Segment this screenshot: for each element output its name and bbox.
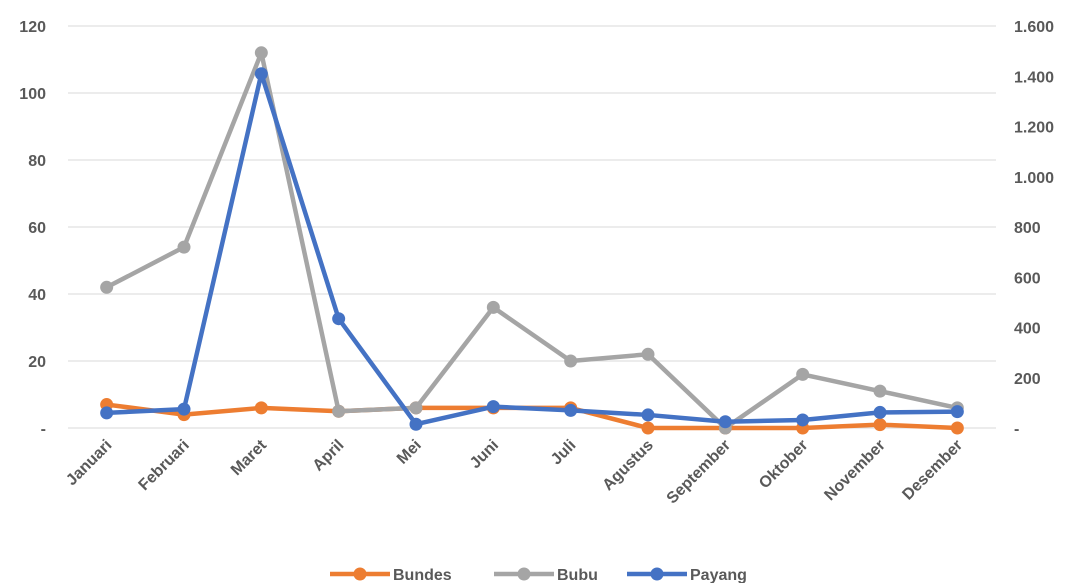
data-point-payang <box>564 403 578 417</box>
data-point-bundes <box>641 421 655 435</box>
left-tick-label: 120 <box>19 19 46 36</box>
x-tick-label: Desember <box>899 437 966 504</box>
data-point-bubu <box>873 384 887 398</box>
left-tick-label: 80 <box>28 153 46 170</box>
right-tick-label: 1.000 <box>1014 170 1054 187</box>
data-point-payang <box>100 406 114 420</box>
x-axis-ticks: Januari Februari Maret April Mei Juni Juli Agus… <box>63 436 966 507</box>
right-tick-label: 1.600 <box>1014 19 1054 36</box>
data-point-payang <box>254 67 268 81</box>
x-tick-label: Agustus <box>600 437 657 494</box>
gridlines <box>68 25 996 429</box>
data-point-payang <box>409 417 423 431</box>
legend-marker-bundes <box>353 567 367 581</box>
series-line-bubu <box>104 50 960 431</box>
data-point-bundes <box>873 418 887 432</box>
x-tick-label: April <box>310 437 348 475</box>
left-tick-label: 40 <box>28 287 46 304</box>
data-point-bubu <box>486 300 500 314</box>
legend-label-payang: Payang <box>690 567 747 583</box>
x-tick-label: Februari <box>136 437 193 494</box>
legend: Bundes Bubu Payang <box>330 567 747 583</box>
right-tick-label: 600 <box>1014 270 1041 287</box>
right-tick-label: 1.200 <box>1014 120 1054 137</box>
data-point-bubu <box>254 46 268 60</box>
data-point-payang <box>873 405 887 419</box>
left-tick-label: 100 <box>19 86 46 103</box>
data-point-bubu <box>332 404 346 418</box>
left-tick-label: 20 <box>28 354 46 371</box>
legend-label-bubu: Bubu <box>557 567 598 583</box>
right-axis-ticks: - 200 400 600 800 1.000 1.200 1.400 1.600 <box>1014 19 1054 438</box>
legend-label-bundes: Bundes <box>393 567 452 583</box>
right-tick-label: - <box>1014 421 1019 438</box>
data-point-payang <box>950 405 964 419</box>
left-axis-ticks: - 20 40 60 80 100 120 <box>19 19 46 438</box>
data-point-payang <box>332 312 346 326</box>
legend-marker-payang <box>650 567 664 581</box>
data-point-payang <box>641 408 655 422</box>
data-point-bubu <box>409 401 423 415</box>
series-group <box>100 46 964 435</box>
right-tick-label: 800 <box>1014 220 1041 237</box>
legend-marker-bubu <box>517 567 531 581</box>
x-tick-label: Juni <box>467 437 502 472</box>
x-tick-label: Juli <box>548 437 580 469</box>
data-point-bubu <box>177 240 191 254</box>
data-point-bubu <box>641 347 655 361</box>
data-point-bundes <box>254 401 268 415</box>
data-point-bubu <box>564 354 578 368</box>
data-point-payang <box>177 402 191 416</box>
x-tick-label: September <box>664 437 735 508</box>
data-point-payang <box>718 415 732 429</box>
data-point-payang <box>486 400 500 414</box>
data-point-bubu <box>100 280 114 294</box>
x-tick-label: Mei <box>394 437 425 468</box>
data-point-bubu <box>796 367 810 381</box>
right-tick-label: 200 <box>1014 371 1041 388</box>
x-tick-label: Maret <box>228 436 271 479</box>
left-tick-label: 60 <box>28 220 46 237</box>
data-point-payang <box>796 413 810 427</box>
series-line-payang <box>104 71 960 427</box>
x-tick-label: November <box>821 437 888 504</box>
right-tick-label: 400 <box>1014 321 1041 338</box>
x-tick-label: Oktober <box>756 437 811 492</box>
data-point-bundes <box>950 421 964 435</box>
x-tick-label: Januari <box>63 437 115 489</box>
left-tick-label: - <box>41 421 46 438</box>
right-tick-label: 1.400 <box>1014 69 1054 86</box>
